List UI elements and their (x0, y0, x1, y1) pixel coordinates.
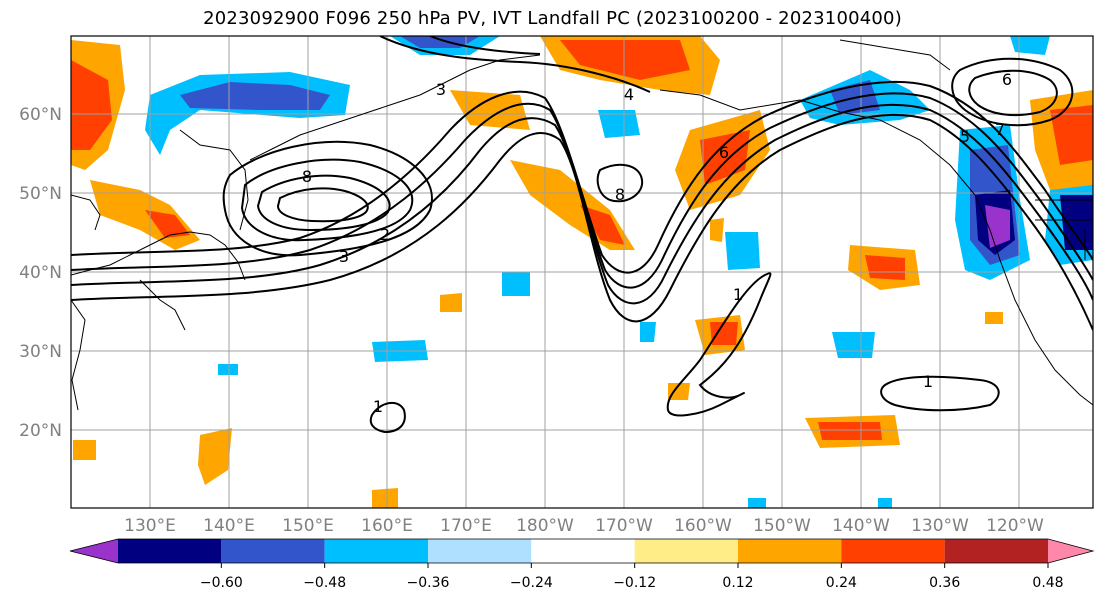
anomaly-positive-tropics (198, 428, 232, 485)
colorbar-segment (531, 539, 635, 563)
anomaly-positive-small-2 (668, 383, 690, 400)
longitude-axis: 130°E 140°E 150°E 160°E 170°E 180°W 170°… (124, 516, 1044, 536)
contour-label-3-west: 3 (339, 247, 349, 266)
colorbar-label: 0.12 (722, 575, 753, 591)
anomaly-negative-small-1 (502, 272, 530, 296)
anomaly-negative-small-north (598, 110, 640, 138)
contour-label-8-west: 8 (302, 167, 312, 186)
colorbar-arrow-left (70, 539, 118, 563)
lat-tick-30: 30°N (19, 342, 62, 362)
lon-tick-160w: 160°W (674, 516, 732, 536)
colorbar-label: 0.36 (929, 575, 960, 591)
lat-tick-60: 60°N (19, 105, 62, 125)
lat-tick-40: 40°N (19, 263, 62, 283)
anomaly-positive-nw-core (71, 60, 112, 150)
contour-label-7-ne: 7 (995, 120, 1005, 139)
lon-tick-170e: 170°E (440, 516, 492, 536)
colorbar-segment (324, 539, 428, 563)
contour-label-4-north: 4 (624, 85, 634, 104)
colorbar-label: 0.48 (1032, 575, 1063, 591)
latitude-axis: 60°N 50°N 40°N 30°N 20°N (19, 105, 62, 441)
pv-contours (71, 36, 1093, 434)
colorbar-label: −0.60 (200, 575, 243, 591)
colorbar-arrow-right (1048, 539, 1093, 563)
anomaly-positive-small-1 (440, 293, 462, 312)
contour-label-1-south: 1 (923, 372, 933, 391)
anomaly-positive-small-5 (710, 218, 724, 242)
colorbar-label: −0.12 (613, 575, 656, 591)
colorbar-segment (841, 539, 945, 563)
lon-tick-130w: 130°W (911, 516, 969, 536)
colorbar: −0.60 −0.48 −0.36 −0.24 −0.12 0.12 0.24 0.36 0.4… (69, 538, 1095, 591)
anomaly-negative-east-core (1060, 195, 1093, 250)
anomaly-positive-small-6 (450, 90, 530, 130)
colorbar-label: −0.48 (303, 575, 346, 591)
contour-label-5-ne: 5 (960, 127, 970, 146)
contour-label-8-mid: 8 (615, 185, 625, 204)
anomaly-negative-small-3 (218, 364, 238, 375)
map-frame (70, 35, 1094, 509)
map-title: 2023092900 F096 250 hPa PV, IVT Landfall… (203, 8, 902, 29)
anomaly-positive-dateline-core (580, 205, 625, 245)
colorbar-segment (634, 539, 738, 563)
contour-label-layer: 8 8 6 6 7 5 4 3 1 1 1 3 2 (302, 70, 1012, 416)
anomaly-negative-small-5 (640, 322, 656, 342)
colorbar-segment (738, 539, 842, 563)
lon-tick-170w: 170°W (595, 516, 653, 536)
lat-tick-50: 50°N (19, 184, 62, 204)
lon-tick-150w: 150°W (753, 516, 811, 536)
lat-tick-20: 20°N (19, 421, 62, 441)
contour-label-2-west: 2 (380, 225, 390, 244)
anomaly-positive-gulf-core (700, 130, 750, 185)
anomaly-positive-small-7 (985, 312, 1003, 324)
colorbar-segment (428, 539, 532, 563)
lon-tick-150e: 150°E (282, 516, 334, 536)
anomaly-positive-north-core (560, 40, 690, 80)
lon-tick-140w: 140°W (832, 516, 890, 536)
lon-tick-180w: 180°W (516, 516, 574, 536)
contour-label-3-north: 3 (436, 80, 446, 99)
anomaly-positive-central-core (710, 322, 738, 345)
lon-tick-140e: 140°E (203, 516, 255, 536)
anomaly-positive-japan-core (145, 210, 190, 238)
anomaly-negative-coast-core (985, 205, 1010, 248)
contour-label-1-se: 1 (733, 285, 743, 304)
colorbar-segment (118, 539, 222, 563)
anomaly-positive-south-core (818, 422, 882, 440)
anomaly-positive-east-core (1050, 105, 1093, 165)
coastlines (71, 39, 1093, 411)
lon-tick-130e: 130°E (124, 516, 176, 536)
anomaly-negative-small-7 (878, 498, 892, 508)
lon-tick-160e: 160°E (361, 516, 413, 536)
colorbar-segment (221, 539, 325, 563)
anomaly-positive-small-4 (73, 440, 96, 460)
anomaly-negative-ne-corner (1010, 36, 1050, 55)
anomaly-negative-small-6 (748, 498, 766, 508)
contour-label-6-ne: 6 (1002, 70, 1012, 89)
colorbar-label: 0.24 (826, 575, 857, 591)
anomaly-negative-nw-core (180, 82, 330, 110)
lon-tick-120w: 120°W (986, 516, 1044, 536)
contour-label-1-sw: 1 (373, 397, 383, 416)
contour-label-6-east: 6 (719, 143, 729, 162)
anomaly-positive-mid-core (865, 255, 905, 280)
anomaly-negative-small-4 (832, 332, 875, 358)
colorbar-outline (69, 538, 1095, 564)
colorbar-label: −0.24 (510, 575, 553, 591)
anomaly-negative-mid (725, 232, 760, 270)
colorbar-segment (944, 539, 1048, 563)
anomaly-positive-small-3 (372, 488, 398, 508)
colorbar-label: −0.36 (407, 575, 450, 591)
